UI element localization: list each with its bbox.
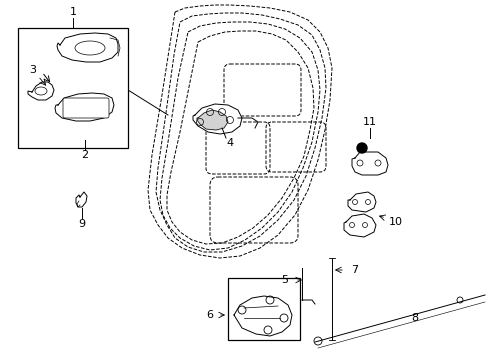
Polygon shape (347, 192, 375, 212)
Text: 7: 7 (351, 265, 358, 275)
Text: 3: 3 (29, 65, 37, 75)
Polygon shape (234, 296, 291, 336)
Text: 9: 9 (78, 219, 85, 229)
Text: 2: 2 (81, 150, 88, 160)
Text: 8: 8 (410, 313, 418, 323)
Polygon shape (351, 152, 387, 175)
Polygon shape (57, 33, 118, 62)
FancyBboxPatch shape (63, 98, 109, 118)
Text: 11: 11 (362, 117, 376, 127)
Text: 6: 6 (206, 310, 213, 320)
Text: 4: 4 (226, 138, 233, 148)
Polygon shape (28, 82, 54, 100)
Polygon shape (197, 110, 227, 130)
Ellipse shape (75, 41, 105, 55)
Text: 10: 10 (388, 217, 402, 227)
Bar (18, 28, 128, 148)
Polygon shape (76, 192, 87, 207)
Text: 1: 1 (69, 7, 76, 17)
Text: 5: 5 (281, 275, 288, 285)
Polygon shape (55, 93, 114, 121)
Ellipse shape (35, 87, 47, 95)
Polygon shape (193, 104, 242, 134)
Polygon shape (343, 214, 375, 237)
Circle shape (356, 143, 366, 153)
Bar (227, 278, 299, 340)
